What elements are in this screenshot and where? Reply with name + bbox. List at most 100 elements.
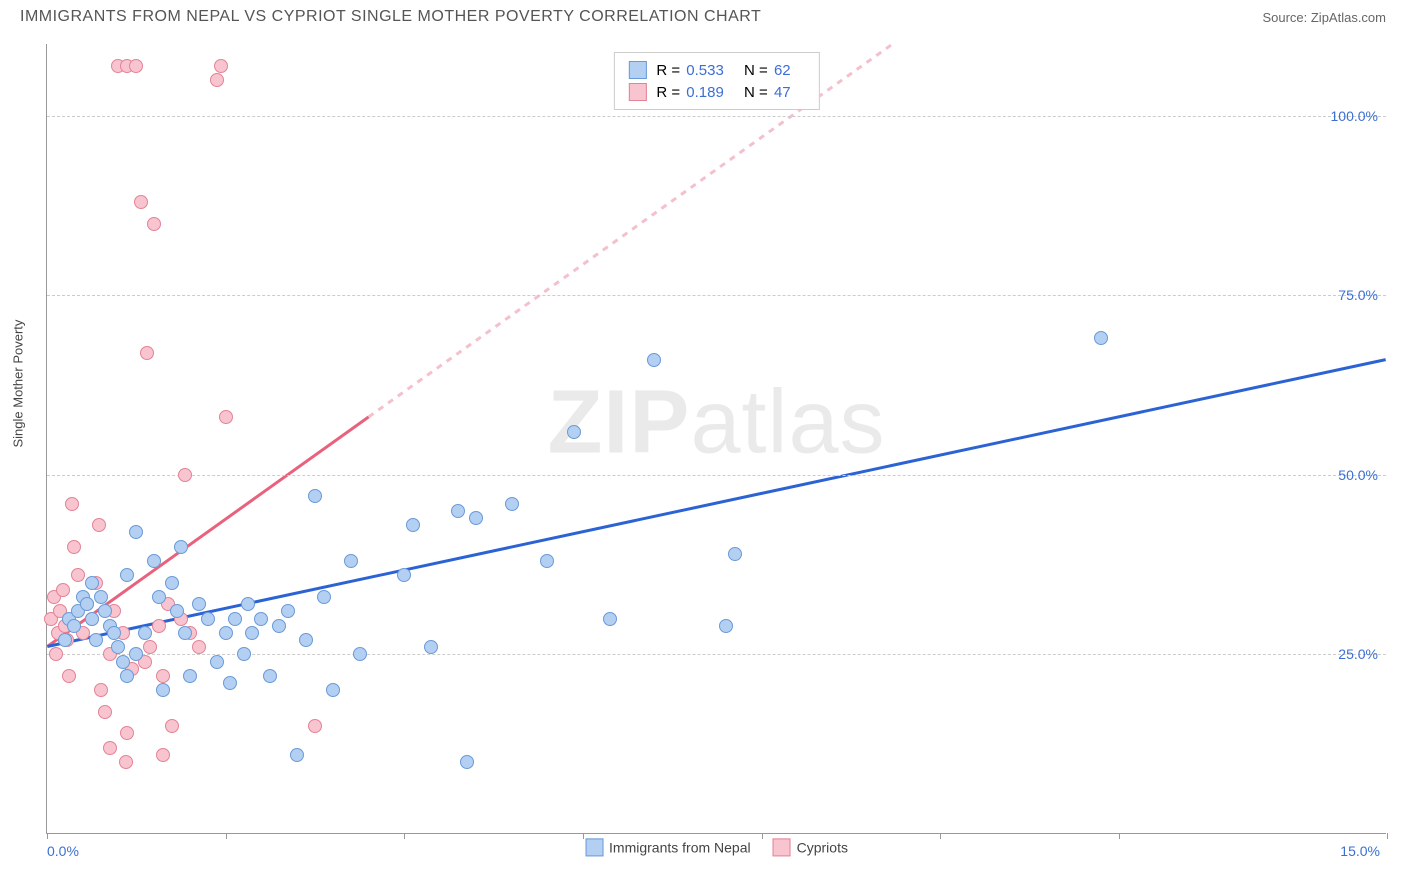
r-value: 0.189 <box>686 84 724 101</box>
data-point <box>237 647 251 661</box>
data-point <box>719 619 733 633</box>
data-point <box>67 540 81 554</box>
legend-stats-cypriots: R = 0.189 N = 47 <box>654 84 804 101</box>
data-point <box>119 755 133 769</box>
data-point <box>120 669 134 683</box>
data-point <box>290 748 304 762</box>
data-point <box>67 619 81 633</box>
data-point <box>241 597 255 611</box>
data-point <box>140 346 154 360</box>
legend-series-box: Immigrants from Nepal Cypriots <box>585 838 848 856</box>
y-axis-label: Single Mother Poverty <box>11 320 26 448</box>
data-point <box>210 73 224 87</box>
chart-plot-area: ZIPatlas R = 0.533 N = 62 R = 0.189 N = <box>46 44 1386 834</box>
data-point <box>120 568 134 582</box>
data-point <box>156 669 170 683</box>
trend-lines-layer <box>47 44 1386 833</box>
data-point <box>152 619 166 633</box>
data-point <box>201 612 215 626</box>
legend-stats-row: R = 0.189 N = 47 <box>628 81 804 103</box>
data-point <box>156 683 170 697</box>
y-tick-label: 50.0% <box>1338 467 1378 483</box>
n-label: N = <box>744 84 768 101</box>
header: IMMIGRANTS FROM NEPAL VS CYPRIOT SINGLE … <box>0 0 1406 30</box>
x-tick-label: 15.0% <box>1340 843 1380 859</box>
legend-item-nepal: Immigrants from Nepal <box>585 838 751 856</box>
data-point <box>129 647 143 661</box>
data-point <box>71 568 85 582</box>
data-point <box>56 583 70 597</box>
x-tick <box>762 833 763 839</box>
data-point <box>281 604 295 618</box>
data-point <box>156 748 170 762</box>
watermark-bold: ZIP <box>547 372 690 472</box>
chart-title: IMMIGRANTS FROM NEPAL VS CYPRIOT SINGLE … <box>20 8 761 26</box>
data-point <box>353 647 367 661</box>
y-tick-label: 75.0% <box>1338 287 1378 303</box>
data-point <box>272 619 286 633</box>
x-tick <box>583 833 584 839</box>
data-point <box>174 540 188 554</box>
n-label: N = <box>744 62 768 79</box>
data-point <box>505 497 519 511</box>
data-point <box>49 647 63 661</box>
x-tick <box>47 833 48 839</box>
data-point <box>165 719 179 733</box>
n-value: 47 <box>774 84 791 101</box>
data-point <box>344 554 358 568</box>
data-point <box>219 410 233 424</box>
data-point <box>397 568 411 582</box>
data-point <box>147 217 161 231</box>
data-point <box>317 590 331 604</box>
data-point <box>460 755 474 769</box>
x-tick <box>226 833 227 839</box>
y-tick-label: 100.0% <box>1331 108 1378 124</box>
legend-item-cypriots: Cypriots <box>773 838 848 856</box>
data-point <box>62 669 76 683</box>
data-point <box>299 633 313 647</box>
data-point <box>147 554 161 568</box>
x-tick <box>1387 833 1388 839</box>
r-label: R = <box>656 62 680 79</box>
data-point <box>210 655 224 669</box>
data-point <box>103 741 117 755</box>
data-point <box>219 626 233 640</box>
gridline <box>47 295 1386 296</box>
data-point <box>152 590 166 604</box>
data-point <box>129 525 143 539</box>
data-point <box>129 59 143 73</box>
data-point <box>424 640 438 654</box>
data-point <box>603 612 617 626</box>
data-point <box>178 626 192 640</box>
data-point <box>94 590 108 604</box>
data-point <box>223 676 237 690</box>
data-point <box>192 597 206 611</box>
gridline <box>47 116 1386 117</box>
data-point <box>134 195 148 209</box>
data-point <box>85 576 99 590</box>
data-point <box>170 604 184 618</box>
data-point <box>116 655 130 669</box>
legend-swatch-cypriots <box>773 838 791 856</box>
legend-label: Immigrants from Nepal <box>609 839 751 855</box>
data-point <box>567 425 581 439</box>
data-point <box>85 612 99 626</box>
data-point <box>406 518 420 532</box>
data-point <box>254 612 268 626</box>
source-attribution: Source: ZipAtlas.com <box>1262 10 1386 25</box>
data-point <box>138 626 152 640</box>
x-tick <box>404 833 405 839</box>
data-point <box>214 59 228 73</box>
data-point <box>308 489 322 503</box>
data-point <box>98 604 112 618</box>
data-point <box>94 683 108 697</box>
data-point <box>308 719 322 733</box>
data-point <box>183 669 197 683</box>
legend-swatch-nepal <box>628 61 646 79</box>
r-label: R = <box>656 84 680 101</box>
data-point <box>540 554 554 568</box>
r-value: 0.533 <box>686 62 724 79</box>
source-name: ZipAtlas.com <box>1311 10 1386 25</box>
data-point <box>178 468 192 482</box>
data-point <box>263 669 277 683</box>
